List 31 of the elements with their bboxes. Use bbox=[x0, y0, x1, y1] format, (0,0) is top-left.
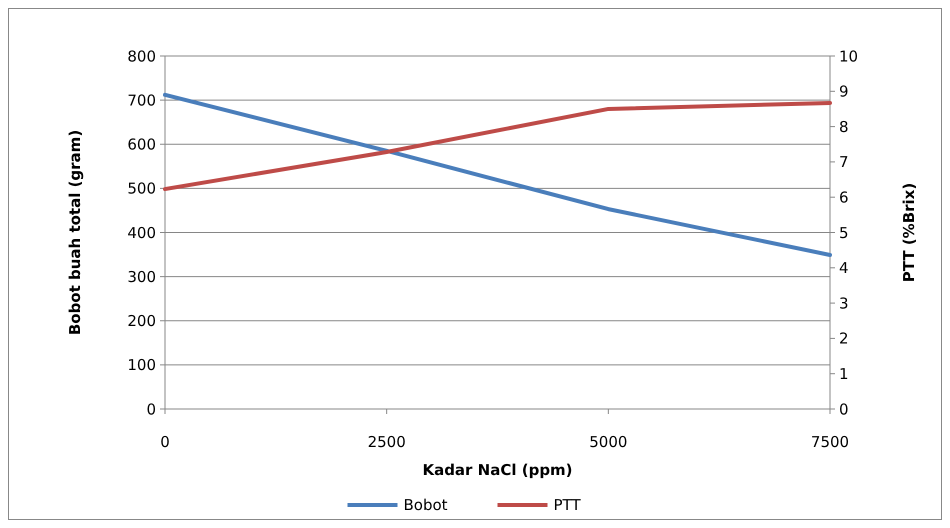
y-tick-label: 400 bbox=[127, 224, 156, 242]
y2-tick-label: 7 bbox=[839, 153, 849, 172]
y2-tick-label: 4 bbox=[839, 259, 849, 278]
y2-tick-label: 6 bbox=[839, 188, 849, 206]
y2-tick-label: 0 bbox=[839, 400, 849, 418]
x-tick-label: 7500 bbox=[810, 433, 850, 451]
y2-tick-label: 2 bbox=[839, 330, 849, 348]
y2-tick-label: 3 bbox=[839, 294, 849, 312]
y-tick-label: 800 bbox=[127, 47, 156, 66]
y2-tick-label: 5 bbox=[839, 224, 849, 242]
y-tick-label: 700 bbox=[127, 91, 156, 110]
legend-label: Bobot bbox=[404, 496, 448, 514]
x-axis-title: Kadar NaCl (ppm) bbox=[422, 461, 573, 479]
y-tick-label: 0 bbox=[146, 400, 156, 418]
y2-tick-label: 10 bbox=[839, 47, 858, 66]
y2-tick-label: 9 bbox=[839, 82, 849, 101]
line-series bbox=[163, 92, 832, 258]
y2-axis-title: PTT (%Brix) bbox=[900, 182, 918, 282]
y2-tick-label: 8 bbox=[839, 118, 849, 136]
x-tick-label: 5000 bbox=[589, 433, 628, 451]
y2-tick-label: 1 bbox=[839, 364, 849, 383]
y-tick-label: 300 bbox=[127, 268, 156, 286]
y-axis-title: Bobot buah total (gram) bbox=[66, 130, 84, 336]
x-tick-label: 2500 bbox=[368, 433, 406, 451]
y-tick-label: 200 bbox=[127, 312, 156, 330]
x-tick-label: 0 bbox=[160, 433, 170, 451]
line-series bbox=[163, 100, 832, 192]
legend-label: PTT bbox=[554, 496, 582, 514]
y-tick-label: 600 bbox=[127, 136, 156, 154]
y-tick-label: 500 bbox=[127, 180, 156, 198]
y-tick-label: 100 bbox=[127, 356, 156, 374]
